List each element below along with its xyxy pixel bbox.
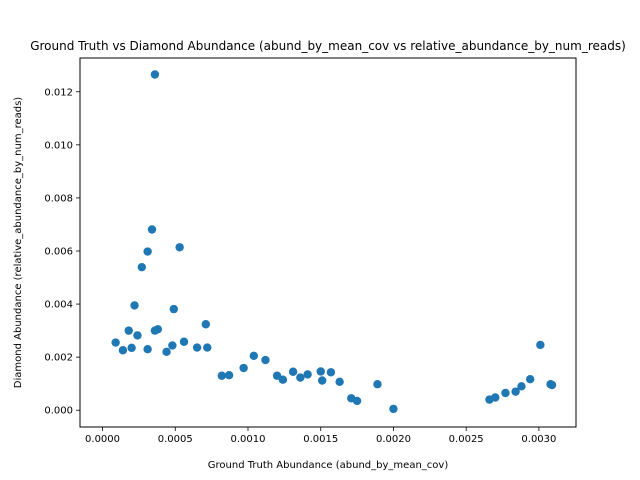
- data-point-6: [169, 304, 179, 314]
- data-point-38: [278, 375, 288, 384]
- x-tick-label: 0.0025: [449, 434, 484, 445]
- y-tick-label: 0.000: [44, 406, 73, 417]
- x-tick-label: 0.0000: [85, 434, 120, 445]
- x-tick-label: 0.0015: [303, 434, 338, 445]
- y-tick-label: 0.004: [44, 300, 73, 311]
- y-tick-label: 0.006: [44, 246, 73, 257]
- data-point-15: [203, 343, 212, 352]
- data-point-41: [547, 380, 557, 390]
- data-point-39: [296, 373, 305, 382]
- data-point-2: [143, 247, 152, 256]
- data-point-47: [485, 395, 494, 404]
- x-tick-label: 0.0010: [231, 434, 266, 445]
- data-point-43: [517, 382, 526, 391]
- data-point-10: [150, 326, 160, 335]
- data-point-36: [217, 371, 227, 380]
- data-point-26: [316, 367, 325, 376]
- data-point-33: [389, 404, 398, 414]
- data-point-1: [147, 225, 157, 234]
- chart-title: Ground Truth vs Diamond Abundance (abund…: [30, 39, 626, 53]
- x-axis-label: Ground Truth Abundance (abund_by_mean_co…: [208, 460, 449, 471]
- data-point-23: [261, 355, 270, 365]
- data-point-11: [133, 331, 142, 340]
- data-point-21: [536, 340, 545, 350]
- data-point-16: [111, 338, 120, 347]
- data-point-0: [150, 70, 160, 79]
- data-point-29: [335, 377, 344, 387]
- x-axis-ticks: 0.0000 0.0005 0.0010 0.0015 0.0020 0.0025 0.00…: [85, 427, 556, 445]
- data-point-24: [288, 367, 298, 376]
- data-point-27: [326, 368, 336, 377]
- y-tick-label: 0.008: [44, 193, 73, 204]
- data-point-18: [127, 343, 136, 353]
- data-point-5: [130, 301, 139, 310]
- data-point-34: [239, 363, 248, 373]
- data-point-22: [249, 351, 259, 361]
- data-point-28: [317, 376, 327, 385]
- data-point-45: [501, 388, 510, 398]
- x-tick-label: 0.0020: [376, 434, 411, 445]
- data-point-7: [201, 320, 211, 329]
- y-tick-label: 0.012: [44, 87, 73, 98]
- plot-frame: [79, 57, 577, 428]
- data-point-14: [192, 343, 202, 352]
- data-point-32: [373, 380, 382, 389]
- data-point-3: [175, 243, 184, 252]
- x-tick-label: 0.0005: [158, 434, 193, 445]
- data-point-8: [124, 326, 133, 335]
- data-point-42: [525, 374, 535, 384]
- y-axis-label: Diamond Abundance (relative_abundance_by…: [13, 97, 24, 388]
- data-point-31: [352, 396, 362, 406]
- data-point-13: [168, 341, 177, 350]
- data-point-20: [162, 347, 171, 357]
- data-point-4: [137, 262, 147, 272]
- y-axis-ticks: 0.000 0.002 0.004 0.006 0.008 0.010 0.012: [44, 87, 80, 417]
- data-point-35: [224, 371, 234, 380]
- x-tick-label: 0.0030: [521, 434, 556, 445]
- y-tick-label: 0.002: [44, 353, 73, 364]
- data-point-17: [143, 344, 152, 354]
- data-point-44: [511, 387, 520, 396]
- data-point-19: [118, 346, 128, 355]
- y-tick-label: 0.010: [44, 140, 73, 151]
- data-points: [111, 70, 557, 414]
- data-point-12: [179, 337, 189, 346]
- data-point-25: [303, 370, 312, 379]
